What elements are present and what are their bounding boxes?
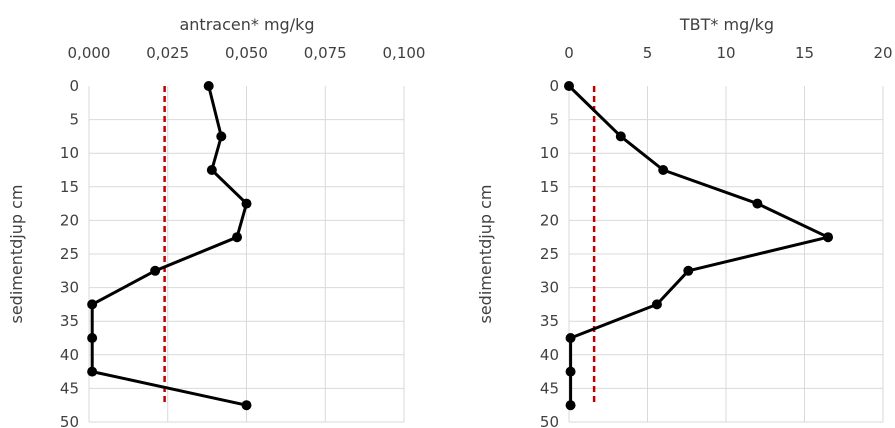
data-point bbox=[241, 400, 252, 411]
y-tick-label: 45 bbox=[60, 379, 79, 397]
data-point bbox=[615, 131, 626, 142]
data-point bbox=[87, 299, 98, 310]
data-point bbox=[565, 366, 576, 377]
data-point bbox=[203, 81, 214, 91]
y-tick-label: 50 bbox=[540, 413, 559, 428]
data-point bbox=[565, 400, 576, 411]
grid bbox=[568, 86, 884, 423]
data-point bbox=[683, 265, 694, 276]
x-tick-label: 0,075 bbox=[304, 44, 347, 62]
data-point bbox=[150, 265, 161, 276]
y-tick-label: 10 bbox=[540, 144, 559, 162]
y-axis-title: sedimentdjup cm bbox=[476, 185, 495, 324]
y-tick-label: 15 bbox=[60, 178, 79, 196]
y-tick-label: 30 bbox=[540, 279, 559, 297]
x-axis-title: TBT* mg/kg bbox=[679, 15, 774, 34]
x-tick-label: 0,000 bbox=[68, 44, 111, 62]
y-tick-label: 50 bbox=[60, 413, 79, 428]
y-tick-label: 5 bbox=[549, 111, 559, 129]
data-point bbox=[564, 81, 574, 91]
data-point bbox=[565, 333, 576, 343]
x-tick-label: 20 bbox=[873, 44, 892, 62]
y-tick-label: 0 bbox=[69, 77, 79, 95]
data-point bbox=[823, 232, 834, 243]
y-tick-label: 25 bbox=[540, 245, 559, 263]
data-point bbox=[651, 299, 662, 310]
x-tick-label: 0,025 bbox=[146, 44, 189, 62]
y-axis-title: sedimentdjup cm bbox=[7, 185, 26, 324]
series-line bbox=[567, 84, 830, 406]
data-point bbox=[87, 333, 98, 343]
x-tick-label: 5 bbox=[643, 44, 653, 62]
tbt-chart: TBT* mg/kg sedimentdjup cm 0 5 10 15 20 0 5 10 1… bbox=[476, 15, 893, 428]
x-tick-label: 0 bbox=[564, 44, 574, 62]
y-tick-label: 45 bbox=[540, 379, 559, 397]
x-tick-label: 15 bbox=[795, 44, 814, 62]
y-tick-label: 20 bbox=[60, 211, 79, 229]
y-tick-label: 25 bbox=[60, 245, 79, 263]
y-tick-label: 15 bbox=[540, 178, 559, 196]
x-tick-label: 0,050 bbox=[225, 44, 268, 62]
data-point bbox=[658, 165, 669, 175]
y-tick-label: 0 bbox=[549, 77, 559, 95]
data-point bbox=[752, 198, 763, 209]
data-point bbox=[232, 232, 243, 243]
y-tick-label: 10 bbox=[60, 144, 79, 162]
y-tick-label: 40 bbox=[60, 346, 79, 364]
data-point bbox=[241, 198, 252, 209]
y-tick-label: 5 bbox=[69, 111, 79, 129]
antracen-chart: antracen* mg/kg sedimentdjup cm 0,000 0,0… bbox=[7, 15, 425, 428]
y-tick-label: 20 bbox=[540, 211, 559, 229]
x-axis-title: antracen* mg/kg bbox=[179, 15, 314, 34]
data-point bbox=[87, 366, 98, 377]
y-tick-label: 40 bbox=[540, 346, 559, 364]
y-tick-label: 35 bbox=[60, 312, 79, 330]
y-tick-label: 35 bbox=[540, 312, 559, 330]
series-line bbox=[90, 85, 248, 407]
x-tick-label: 0,100 bbox=[383, 44, 426, 62]
x-tick-label: 10 bbox=[716, 44, 735, 62]
data-point bbox=[216, 131, 227, 142]
data-point bbox=[206, 165, 217, 175]
grid bbox=[88, 86, 405, 423]
y-tick-label: 30 bbox=[60, 279, 79, 297]
